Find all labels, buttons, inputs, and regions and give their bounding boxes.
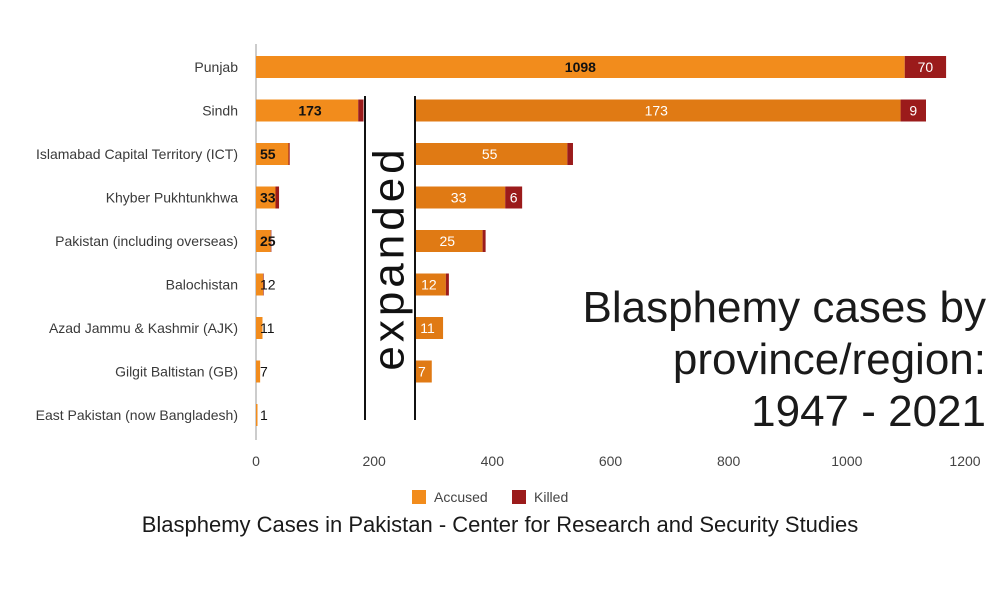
category-label: Azad Jammu & Kashmir (AJK) (49, 320, 238, 336)
bar-killed (288, 143, 290, 165)
x-tick-label: 1200 (949, 453, 980, 469)
expanded-divider: expanded (364, 96, 416, 420)
x-tick-label: 600 (599, 453, 623, 469)
data-label-accused: 173 (298, 103, 322, 119)
bar-accused (256, 317, 263, 339)
bar-accused (256, 99, 359, 122)
category-label: Balochistan (166, 277, 238, 293)
category-label: East Pakistan (now Bangladesh) (36, 407, 238, 423)
zoom-bar-accused (412, 273, 446, 296)
bars-layer: 1098 70 173 55 33 25 12 11 7 1 (255, 44, 947, 440)
zoom-label-accused: 11 (420, 320, 435, 336)
bar-accused (256, 404, 258, 426)
title-line-1: Blasphemy cases by (582, 283, 986, 332)
data-label-accused: 55 (260, 146, 276, 162)
bar-accused (256, 360, 261, 383)
data-label-accused: 11 (260, 320, 275, 336)
zoom-label-accused: 25 (440, 233, 456, 249)
bar-killed (904, 56, 947, 78)
source-caption: Blasphemy Cases in Pakistan - Center for… (141, 512, 859, 537)
legend: Accused Killed (412, 489, 568, 505)
bar-killed (263, 273, 264, 296)
zoom-label-killed: 9 (909, 103, 917, 119)
title-line-2: province/region: (672, 335, 986, 384)
category-label: Punjab (194, 59, 238, 75)
bar-accused (256, 56, 905, 78)
legend-label-accused: Accused (434, 489, 488, 505)
legend-swatch-accused (412, 490, 426, 504)
legend-label-killed: Killed (534, 489, 568, 505)
data-label-accused: 1 (260, 407, 268, 423)
x-tick-label: 800 (717, 453, 741, 469)
bar-accused (256, 143, 289, 165)
x-tick-label: 0 (252, 453, 260, 469)
bar-accused (256, 186, 276, 209)
data-label-accused: 33 (260, 190, 276, 206)
zoom-bar-accused (412, 317, 444, 339)
zoom-label-killed: 6 (510, 190, 518, 206)
category-label: Gilgit Baltistan (GB) (115, 364, 238, 380)
zoom-label-accused: 12 (421, 277, 437, 293)
zoom-label-accused: 173 (645, 103, 669, 119)
expanded-bars-layer: 173 9 55 33 6 25 12 11 7 (412, 99, 926, 383)
bar-killed (270, 230, 272, 252)
data-label-accused: 7 (260, 364, 268, 380)
title-line-3: 1947 - 2021 (751, 387, 986, 436)
x-tick-label: 400 (481, 453, 505, 469)
category-label: Islamabad Capital Territory (ICT) (36, 146, 238, 162)
expanded-label: expanded (365, 145, 415, 371)
zoom-bar-killed (567, 143, 573, 165)
zoom-bar-accused (412, 186, 506, 209)
zoom-bar-accused (412, 143, 568, 165)
zoom-bar-killed (445, 273, 449, 296)
category-label: Khyber Pukhtunkhwa (106, 190, 239, 206)
bar-accused (256, 273, 264, 296)
x-tick-label: 1000 (831, 453, 862, 469)
zoom-bar-killed (505, 186, 523, 209)
zoom-bar-killed (900, 99, 926, 122)
zoom-label-accused: 7 (418, 364, 426, 380)
bar-accused (256, 230, 271, 252)
zoom-bar-killed (482, 230, 486, 252)
legend-swatch-killed (512, 490, 526, 504)
category-label: Pakistan (including overseas) (55, 233, 238, 249)
category-labels: Punjab Sindh Islamabad Capital Territory (… (36, 59, 239, 423)
data-label-killed: 70 (918, 59, 934, 75)
bar-killed (358, 99, 364, 122)
zoom-label-accused: 55 (482, 146, 498, 162)
zoom-bar-accused (412, 99, 901, 122)
zoom-bar-accused (412, 230, 483, 252)
zoom-label-accused: 33 (451, 190, 467, 206)
data-label-accused: 1098 (565, 59, 596, 75)
category-label: Sindh (202, 103, 238, 119)
x-tick-label: 200 (362, 453, 386, 469)
data-label-accused: 12 (260, 277, 276, 293)
chart-title: Blasphemy cases by province/region: 1947… (582, 282, 986, 438)
data-label-accused: 25 (260, 233, 276, 249)
x-axis-ticks: 0 200 400 600 800 1000 1200 (252, 453, 981, 469)
zoom-bar-accused (412, 360, 432, 383)
bar-killed (275, 186, 280, 209)
